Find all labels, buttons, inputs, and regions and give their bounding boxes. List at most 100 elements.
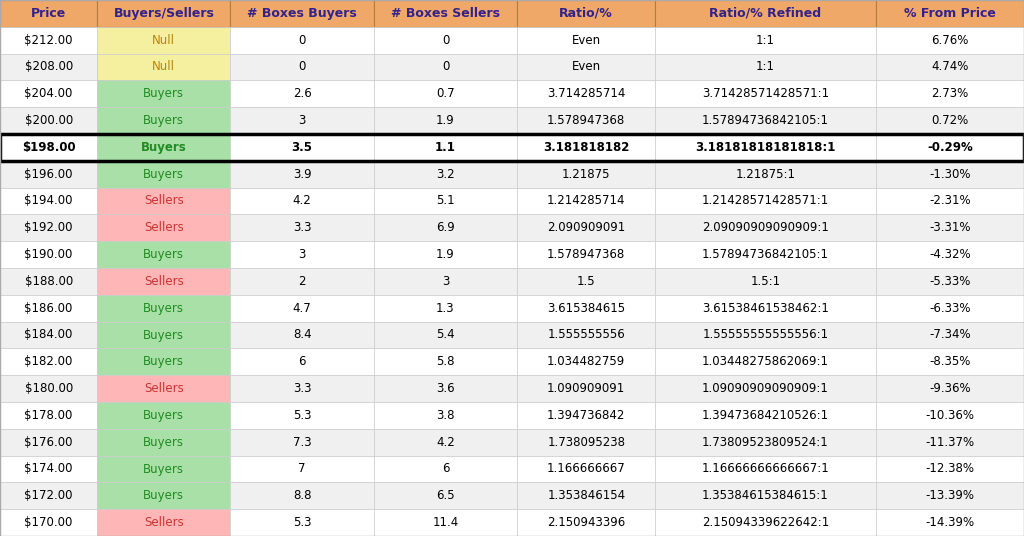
Text: $174.00: $174.00 <box>25 463 73 475</box>
Text: 3.9: 3.9 <box>293 168 311 181</box>
Text: Sellers: Sellers <box>144 516 183 529</box>
Bar <box>374 107 517 134</box>
Text: -5.33%: -5.33% <box>929 275 971 288</box>
Bar <box>97 482 230 509</box>
Text: $212.00: $212.00 <box>25 34 73 47</box>
Bar <box>97 348 230 375</box>
Text: -7.34%: -7.34% <box>929 329 971 341</box>
Text: 3.61538461538462:1: 3.61538461538462:1 <box>702 302 828 315</box>
Text: 5.3: 5.3 <box>293 516 311 529</box>
Bar <box>655 402 876 429</box>
Bar <box>876 161 1024 188</box>
Text: 2.73%: 2.73% <box>931 87 969 100</box>
Bar <box>230 161 374 188</box>
Bar <box>374 54 517 80</box>
Text: $180.00: $180.00 <box>25 382 73 395</box>
Text: Ratio/% Refined: Ratio/% Refined <box>710 7 821 20</box>
Bar <box>876 429 1024 456</box>
Bar <box>97 107 230 134</box>
Text: 0.72%: 0.72% <box>931 114 969 127</box>
Text: 3.3: 3.3 <box>293 382 311 395</box>
Bar <box>0 241 97 268</box>
Text: Buyers: Buyers <box>143 463 184 475</box>
Bar <box>517 54 655 80</box>
Text: Null: Null <box>153 34 175 47</box>
Bar <box>97 161 230 188</box>
Bar <box>876 268 1024 295</box>
Bar <box>0 268 97 295</box>
Text: 3.71428571428571:1: 3.71428571428571:1 <box>701 87 829 100</box>
Text: $176.00: $176.00 <box>25 436 73 449</box>
Text: -6.33%: -6.33% <box>929 302 971 315</box>
Text: 1.353846154: 1.353846154 <box>547 489 626 502</box>
Bar <box>517 27 655 54</box>
Bar <box>97 134 230 161</box>
Text: Buyers: Buyers <box>143 114 184 127</box>
Text: 2.15094339622642:1: 2.15094339622642:1 <box>701 516 829 529</box>
Bar <box>97 509 230 536</box>
Text: 1.21875: 1.21875 <box>562 168 610 181</box>
Bar <box>655 429 876 456</box>
Bar <box>97 80 230 107</box>
Bar <box>97 429 230 456</box>
Text: 6.5: 6.5 <box>436 489 455 502</box>
Bar <box>0 107 97 134</box>
Bar <box>517 482 655 509</box>
Bar <box>97 214 230 241</box>
Text: 1.73809523809524:1: 1.73809523809524:1 <box>702 436 828 449</box>
Bar <box>876 27 1024 54</box>
Bar <box>230 509 374 536</box>
Bar <box>876 295 1024 322</box>
Bar <box>517 161 655 188</box>
Text: 3: 3 <box>441 275 450 288</box>
Text: 1.394736842: 1.394736842 <box>547 409 626 422</box>
Text: $184.00: $184.00 <box>25 329 73 341</box>
Text: Buyers: Buyers <box>143 355 184 368</box>
Bar <box>876 456 1024 482</box>
Text: -1.30%: -1.30% <box>929 168 971 181</box>
Bar <box>230 268 374 295</box>
Bar <box>230 107 374 134</box>
Bar <box>0 509 97 536</box>
Text: % From Price: % From Price <box>904 7 995 20</box>
Bar <box>230 348 374 375</box>
Bar <box>655 80 876 107</box>
Bar <box>97 402 230 429</box>
Text: 1.034482759: 1.034482759 <box>547 355 626 368</box>
Bar <box>655 509 876 536</box>
Text: 1.57894736842105:1: 1.57894736842105:1 <box>701 114 829 127</box>
Bar <box>0 322 97 348</box>
Bar <box>230 429 374 456</box>
Text: 4.74%: 4.74% <box>931 61 969 73</box>
Bar <box>876 107 1024 134</box>
Text: $208.00: $208.00 <box>25 61 73 73</box>
Text: 1.39473684210526:1: 1.39473684210526:1 <box>701 409 829 422</box>
Text: 1:1: 1:1 <box>756 34 775 47</box>
Bar <box>655 241 876 268</box>
Bar <box>0 134 1024 161</box>
Text: 3.8: 3.8 <box>436 409 455 422</box>
Bar <box>374 80 517 107</box>
Bar <box>876 188 1024 214</box>
Text: 6: 6 <box>298 355 306 368</box>
Text: Buyers: Buyers <box>143 329 184 341</box>
Text: $192.00: $192.00 <box>25 221 73 234</box>
Bar <box>876 0 1024 27</box>
Bar <box>517 348 655 375</box>
Bar <box>230 188 374 214</box>
Text: 1.578947368: 1.578947368 <box>547 114 626 127</box>
Bar <box>374 429 517 456</box>
Bar <box>97 456 230 482</box>
Text: -0.29%: -0.29% <box>927 141 973 154</box>
Bar <box>655 322 876 348</box>
Text: -13.39%: -13.39% <box>926 489 974 502</box>
Text: $182.00: $182.00 <box>25 355 73 368</box>
Text: Buyers: Buyers <box>143 436 184 449</box>
Bar <box>876 134 1024 161</box>
Text: Buyers: Buyers <box>143 302 184 315</box>
Bar <box>230 322 374 348</box>
Text: Buyers: Buyers <box>141 141 186 154</box>
Bar <box>97 322 230 348</box>
Bar <box>655 0 876 27</box>
Text: $200.00: $200.00 <box>25 114 73 127</box>
